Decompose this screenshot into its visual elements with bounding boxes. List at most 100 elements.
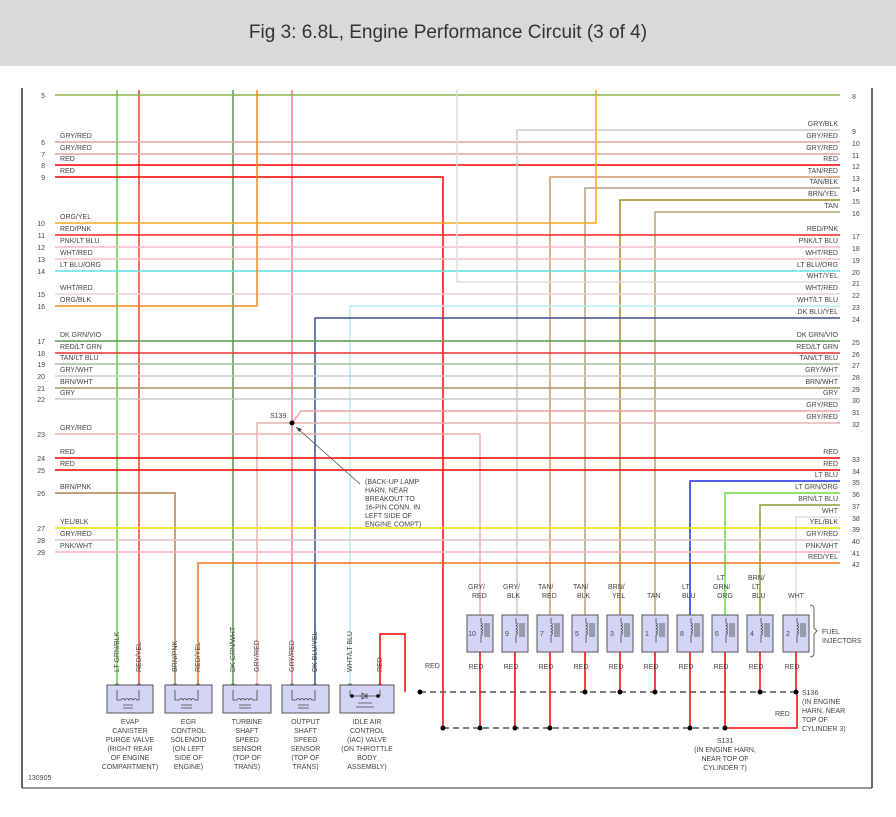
coil-icon [116, 690, 140, 709]
sensor-2: DK GRN/WHT GRY/RED [222, 626, 272, 714]
sensor-pin-label: LT GRN/BLK [114, 631, 121, 672]
wire-s131-s136 [725, 692, 798, 729]
injector-wire-label: GRN/ [713, 584, 731, 591]
sensor-pin-label: BRN/PNK [172, 641, 179, 672]
diode-icon [349, 690, 381, 708]
right-pin-number: 26 [852, 352, 860, 359]
injector-ground-label: RED [539, 664, 554, 671]
injector-number: 4 [750, 631, 754, 638]
left-pin-number: 19 [37, 362, 45, 369]
injector-coil-icon [620, 618, 630, 643]
sensor-pin-label: GRY/RED [289, 640, 296, 672]
left-pin-number: 12 [37, 245, 45, 252]
injector-group-label: FUEL [822, 629, 840, 636]
left-wire-label: PNK/WHT [60, 543, 93, 550]
injector-ground-label: RED [785, 664, 800, 671]
right-pin-number: 38 [852, 516, 860, 523]
right-pin-number: 31 [852, 410, 860, 417]
injector-ground-label: RED [574, 664, 589, 671]
splice-s139-label: S139 [270, 413, 286, 420]
left-wire-label: DK GRN/VIO [60, 332, 102, 339]
injector-number: 5 [575, 631, 579, 638]
wire-r13 [549, 176, 840, 615]
injector-wire-label: BLK [577, 593, 591, 600]
right-wire-label: LT GRN/ORG [795, 484, 838, 491]
right-wire-label: GRY [823, 390, 838, 397]
wire-l10 [55, 90, 597, 224]
sensor-name: TRANS) [292, 764, 318, 771]
wire-iac-red [379, 633, 406, 692]
wire-r14 [584, 187, 840, 615]
right-wire-label: RED [823, 461, 838, 468]
right-wire-label: GRY/BLK [808, 121, 839, 128]
splice-s139-note: (BACK-UP LAMP [365, 479, 420, 486]
left-wire-label: GRY [60, 390, 75, 397]
sensor-name: (RIGHT REAR [107, 746, 152, 753]
injector-wire-label: BLU [752, 593, 766, 600]
splice-s139-dot [289, 420, 295, 426]
injector-number: 8 [680, 631, 684, 638]
right-pin-number: 13 [852, 176, 860, 183]
left-wire-label: WHT/RED [60, 285, 93, 292]
sensor-name: (ON THROTTLE [341, 746, 393, 753]
right-pin-number: 14 [852, 187, 860, 194]
bus-node [582, 689, 588, 695]
left-pin-number: 20 [37, 374, 45, 381]
left-pin-number: 16 [37, 304, 45, 311]
left-wire-label: LT BLU/ORG [60, 262, 101, 269]
left-pin-number: 6 [41, 140, 45, 147]
bus-node [512, 725, 518, 731]
wire-r37 [759, 504, 840, 615]
injector-wire-label: WHT [788, 593, 805, 600]
left-wire-label: RED [60, 168, 75, 175]
right-pin-number: 11 [852, 153, 859, 160]
right-pin-number: 8 [852, 94, 856, 101]
right-wire-label: BRN/YEL [808, 191, 838, 198]
splice-s139-note: HARN, NEAR [365, 488, 408, 495]
left-wire-label: GRY/WHT [60, 367, 94, 374]
injector-wire-label: BLK [507, 593, 521, 600]
right-pin-number: 41 [852, 551, 860, 558]
injector-number: 6 [715, 631, 719, 638]
injector-number: 2 [786, 631, 790, 638]
injector-number: 10 [468, 631, 476, 638]
right-wire-label: WHT [822, 508, 839, 515]
s136-ground-label: RED [775, 711, 790, 718]
sensor-name: SENSOR [232, 746, 262, 753]
sensor-name: SPEED [235, 737, 259, 744]
right-pin-number: 32 [852, 422, 860, 429]
sensor-pin-label: GRY/RED [254, 640, 261, 672]
sensor-name: (TOP OF [291, 755, 319, 762]
left-pin-number: 27 [37, 526, 45, 533]
fuel-injector-1: 1 RED [641, 614, 669, 695]
right-pin-number: 19 [852, 258, 860, 265]
left-wire-label: GRY/RED [60, 531, 92, 538]
coil-icon [232, 690, 258, 709]
left-wire-label: GRY/RED [60, 145, 92, 152]
wire-l26 [55, 492, 176, 685]
coil-icon [291, 690, 316, 709]
wire-l23 [55, 433, 481, 615]
sensor-pin-label: RED/YEL [136, 642, 143, 672]
right-pin-number: 25 [852, 340, 860, 347]
wire-l16 [55, 90, 258, 307]
splice-s136-label: S136 [802, 690, 818, 697]
injector-wire-label: TAN [647, 593, 660, 600]
right-pin-number: 37 [852, 504, 860, 511]
left-wire-label: RED [60, 461, 75, 468]
splice-s139-note: LEFT SIDE OF [365, 513, 412, 520]
bus-node [793, 689, 799, 695]
node-dot [376, 694, 380, 698]
left-wire-label: RED/LT GRN [60, 344, 102, 351]
injector-coil-icon [515, 618, 525, 643]
injector-wire-label: TAN/ [573, 584, 588, 591]
fuel-injector-5: 5 RED [571, 614, 599, 695]
fuel-injector-6: 6 RED [711, 614, 739, 731]
callout-arrow-icon [296, 427, 302, 432]
bus-node [547, 725, 553, 731]
callout-line [295, 426, 361, 485]
fuel-injector-9: 9 RED [501, 614, 529, 731]
sensor-name: CANISTER [112, 728, 147, 735]
wire-r15 [619, 199, 840, 615]
